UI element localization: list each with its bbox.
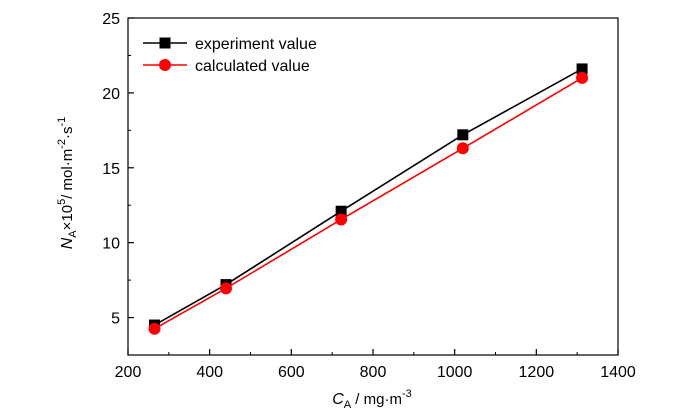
data-point-circle <box>335 213 348 226</box>
y-axis-multiplier: ×10 <box>59 205 76 230</box>
series-line-1 <box>154 77 583 330</box>
x-tick-label-200: 200 <box>115 364 142 381</box>
y-axis-unit: / mol·m <box>59 149 76 199</box>
data-point-circle <box>220 282 232 295</box>
x-axis-symbol-sub: A <box>344 399 352 411</box>
legend-label-1: calculated value <box>195 58 310 75</box>
y-axis-unit-sup1: -2 <box>56 139 68 149</box>
data-point-circle <box>576 71 589 84</box>
x-tick-label-1400: 1400 <box>600 364 636 381</box>
y-tick-label-5: 5 <box>111 311 120 328</box>
series-0 <box>149 63 588 331</box>
x-axis-title: CA / mg·m-3 <box>332 388 412 411</box>
axis-ticks <box>127 17 619 356</box>
x-axis-unit: / mg·m <box>351 391 402 408</box>
y-axis-title: NA×105/ mol·m-2·s-1 <box>56 117 79 250</box>
x-tick-label-1200: 1200 <box>519 364 555 381</box>
series-line-0 <box>154 68 583 326</box>
legend-item-0: experiment value <box>143 36 317 53</box>
y-axis-unit-mid: ·s <box>59 127 76 140</box>
data-point-circle <box>456 142 469 155</box>
legend-item-1: calculated value <box>143 58 310 75</box>
data-series <box>148 63 589 335</box>
legend-label-0: experiment value <box>195 36 317 53</box>
y-axis-symbol-sub: A <box>67 230 79 238</box>
data-point-square <box>576 63 588 75</box>
x-tick-label-1000: 1000 <box>437 364 473 381</box>
data-point-circle <box>148 322 161 335</box>
x-axis-unit-sup: -3 <box>402 388 412 400</box>
legend: experiment value calculated value <box>143 36 317 75</box>
series-1 <box>148 71 589 335</box>
axis-tick-labels: 200 400 600 800 1000 1200 1400 5 10 15 20 25 <box>102 11 636 381</box>
x-tick-label-600: 600 <box>278 364 305 381</box>
legend-marker-square <box>159 37 171 49</box>
x-tick-label-400: 400 <box>196 364 223 381</box>
y-axis-unit-sup2: -1 <box>56 117 68 127</box>
y-tick-label-10: 10 <box>102 236 120 253</box>
y-tick-label-15: 15 <box>102 161 120 178</box>
data-point-square <box>335 205 347 217</box>
legend-marker-circle <box>159 59 171 71</box>
x-tick-label-800: 800 <box>360 364 387 381</box>
data-point-square <box>457 129 469 141</box>
x-axis-symbol: C <box>332 391 344 408</box>
y-axis-multiplier-sup: 5 <box>56 199 68 205</box>
y-tick-label-20: 20 <box>102 86 120 103</box>
y-tick-label-25: 25 <box>102 11 120 28</box>
y-axis-symbol: N <box>59 237 76 249</box>
